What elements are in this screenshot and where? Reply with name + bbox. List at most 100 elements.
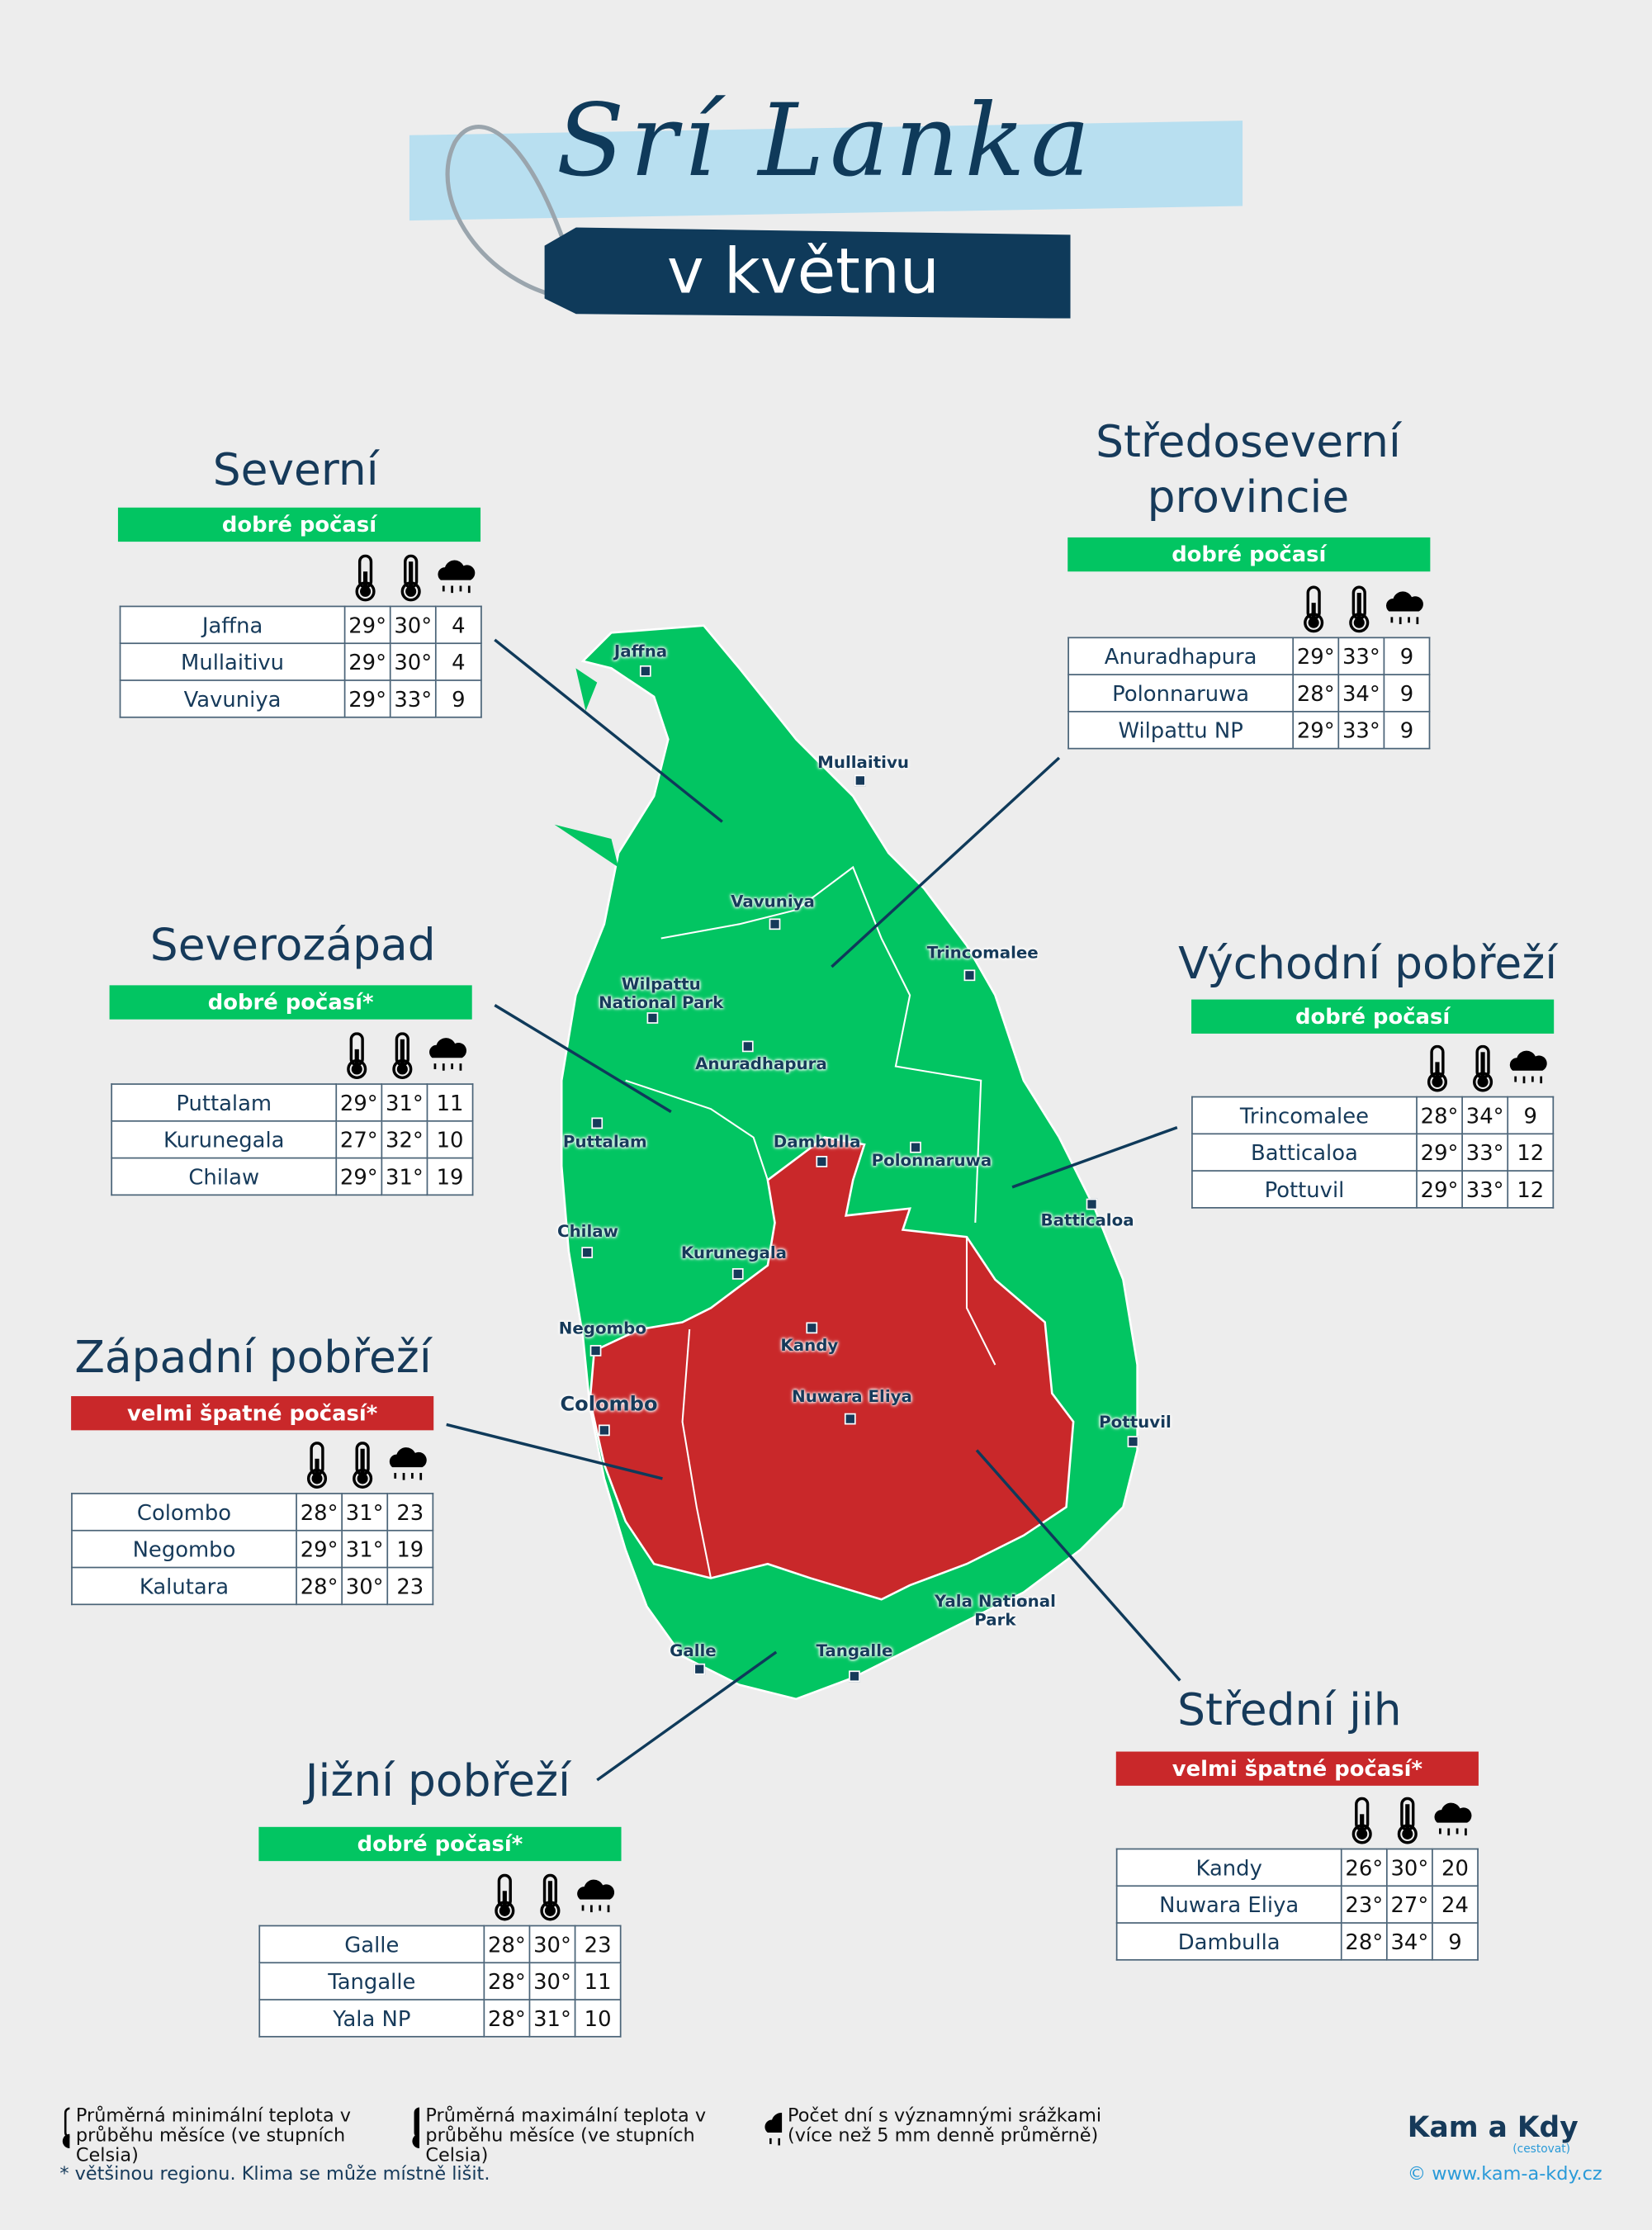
table-row: Wilpattu NP 29° 33° 9 (1067, 711, 1431, 750)
thermometer-max-icon (1460, 1044, 1506, 1094)
thermometer-max-icon (412, 2107, 420, 2148)
city-name: Kurunegala (111, 1120, 338, 1159)
table-row: Galle 28° 30° 23 (258, 1925, 622, 1964)
map-city-label: Negombo (558, 1318, 646, 1338)
city-marker (849, 1670, 860, 1683)
rain-days: 9 (1383, 674, 1431, 713)
region-title: provincie (1147, 471, 1350, 523)
rain-days: 9 (1507, 1096, 1555, 1135)
city-marker (581, 1247, 594, 1258)
rain-days: 9 (434, 679, 482, 718)
region-title: Východní pobřeží (1178, 938, 1558, 990)
min-temp: 28° (483, 1925, 531, 1964)
thermometer-min-icon (1414, 1044, 1460, 1094)
city-marker (1016, 1596, 1029, 1608)
table-row: Trincomalee 28° 34° 9 (1191, 1096, 1555, 1135)
weather-table: Puttalam 29° 31° 11 Kurunegala 27° 32° 10 Chilaw… (111, 1083, 474, 1196)
city-name: Puttalam (111, 1083, 338, 1122)
region-title: Severní (212, 444, 379, 496)
island-islets (554, 668, 619, 868)
rain-cloud-icon (1506, 1045, 1551, 1094)
min-temp: 29° (1292, 637, 1340, 675)
city-marker (741, 1040, 754, 1053)
weather-table: Anuradhapura 29° 33° 9 Polonnaruwa 28° 34° 9 Wil… (1067, 637, 1431, 750)
city-marker (598, 1424, 610, 1437)
table-row: Nuwara Eliya 23° 27° 24 (1115, 1885, 1479, 1924)
column-icons (294, 1442, 430, 1490)
table-row: Pottuvil 29° 33° 12 (1191, 1170, 1555, 1209)
map-city-label: Kandy (780, 1334, 839, 1356)
map-city-label: Colombo (560, 1393, 658, 1417)
thermometer-max-icon (1385, 1797, 1430, 1846)
rain-cloud-icon (386, 1442, 431, 1490)
city-marker (844, 1413, 856, 1425)
region-title: Západní pobřeží (74, 1332, 432, 1384)
map-city-label: Trincomalee (926, 942, 1039, 963)
max-temp: 30° (528, 1925, 576, 1964)
city-name: Negombo (71, 1529, 297, 1569)
city-name: Trincomalee (1191, 1096, 1418, 1135)
min-temp: 29° (343, 642, 391, 681)
table-row: Chilaw 29° 31° 19 (111, 1157, 474, 1196)
weather-table: Galle 28° 30° 23 Tangalle 28° 30° 11 Yala NP 28° 3… (258, 1925, 622, 2038)
rain-cloud-icon (1430, 1797, 1475, 1846)
city-name: Wilpattu NP (1067, 711, 1295, 750)
logo: Kam a Kdy (1407, 2109, 1579, 2144)
city-name: Galle (258, 1925, 485, 1964)
min-temp: 29° (343, 605, 391, 645)
rain-days: 11 (574, 1962, 622, 2000)
max-temp: 34° (1385, 1922, 1433, 1961)
min-temp: 29° (1292, 711, 1340, 750)
region-title: Střední jih (1177, 1684, 1402, 1736)
table-row: Negombo 29° 31° 19 (71, 1529, 434, 1569)
city-name: Pottuvil (1191, 1170, 1418, 1209)
region-bad-weather (589, 1136, 1075, 1601)
map-city-label: Dambulla (773, 1131, 861, 1152)
column-icons (1339, 1797, 1475, 1846)
min-temp: 28° (296, 1566, 343, 1606)
city-marker (1127, 1436, 1139, 1448)
city-name: Mullaitivu (119, 642, 346, 681)
rain-days: 23 (574, 1925, 622, 1964)
region-title: Středoseverní (1096, 416, 1401, 468)
min-temp: 29° (296, 1529, 343, 1569)
city-name: Chilaw (111, 1157, 338, 1196)
max-temp: 31° (528, 1999, 576, 2038)
min-temp: 26° (1340, 1848, 1388, 1887)
website-link[interactable]: © www.kam-a-kdy.cz (1407, 2163, 1602, 2185)
min-temp: 28° (483, 1999, 531, 2038)
max-temp: 31° (341, 1493, 389, 1532)
thermometer-max-icon (388, 554, 433, 604)
rain-days: 11 (426, 1083, 474, 1122)
thermometer-max-icon (340, 1442, 386, 1490)
thermometer-min-icon (334, 1032, 380, 1081)
map-city-label: Kurunegala (680, 1243, 788, 1263)
rain-days: 23 (386, 1566, 434, 1606)
max-temp: 27° (1385, 1885, 1433, 1924)
city-marker (806, 1322, 818, 1334)
max-temp: 33° (1337, 711, 1385, 750)
max-temp: 31° (341, 1529, 389, 1569)
map-city-label: Pottuvil (1099, 1411, 1172, 1432)
map-city-label: Batticaloa (1040, 1210, 1134, 1230)
thermometer-max-icon (1337, 585, 1382, 634)
city-marker (693, 1663, 706, 1675)
rain-days: 19 (426, 1157, 474, 1196)
city-marker (963, 969, 976, 982)
rain-days: 10 (426, 1120, 474, 1159)
rain-days: 23 (386, 1493, 434, 1532)
min-temp: 28° (296, 1493, 343, 1532)
max-temp: 31° (381, 1157, 428, 1196)
city-marker (591, 1117, 604, 1129)
city-name: Anuradhapura (1067, 637, 1295, 675)
rain-days: 4 (434, 605, 482, 645)
table-row: Yala NP 28° 31° 10 (258, 1999, 622, 2038)
max-temp: 31° (381, 1083, 428, 1122)
city-name: Yala NP (258, 1999, 485, 2038)
map-city-label: Yala National Park (934, 1590, 1056, 1630)
map-city-label: Tangalle (816, 1641, 893, 1661)
subtitle: v květnu (666, 235, 940, 309)
map-city-label: Mullaitivu (817, 751, 909, 773)
min-temp: 27° (335, 1120, 383, 1159)
max-temp: 32° (381, 1120, 428, 1159)
